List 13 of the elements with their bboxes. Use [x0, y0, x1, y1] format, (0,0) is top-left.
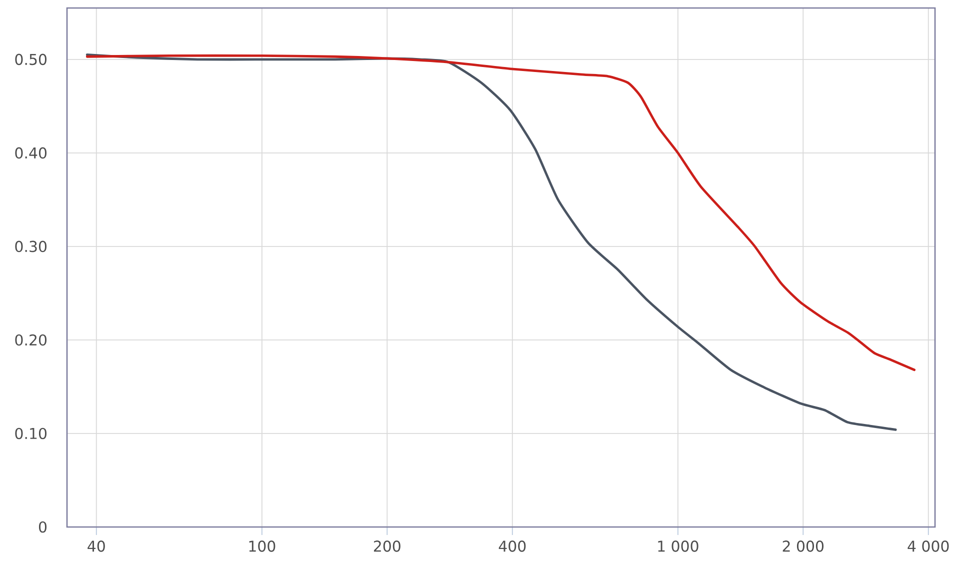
y-tick-label: 0.30	[15, 240, 46, 252]
x-tick-label: 40	[88, 540, 105, 552]
x-tick-label: 4 000	[908, 540, 949, 552]
x-tick-label: 200	[374, 540, 400, 552]
x-tick-label: 100	[249, 540, 276, 552]
x-tick-label: 2 000	[782, 540, 824, 552]
y-tick-label: 0.40	[15, 147, 46, 159]
y-tick-label: 0.10	[15, 428, 46, 440]
x-tick-label: 1 000	[658, 540, 698, 552]
y-tick-label: 0.20	[15, 334, 46, 346]
y-tick-label: 0.50	[15, 54, 46, 66]
x-tick-label: 400	[498, 540, 526, 552]
y-tick-label: 0	[38, 521, 47, 533]
